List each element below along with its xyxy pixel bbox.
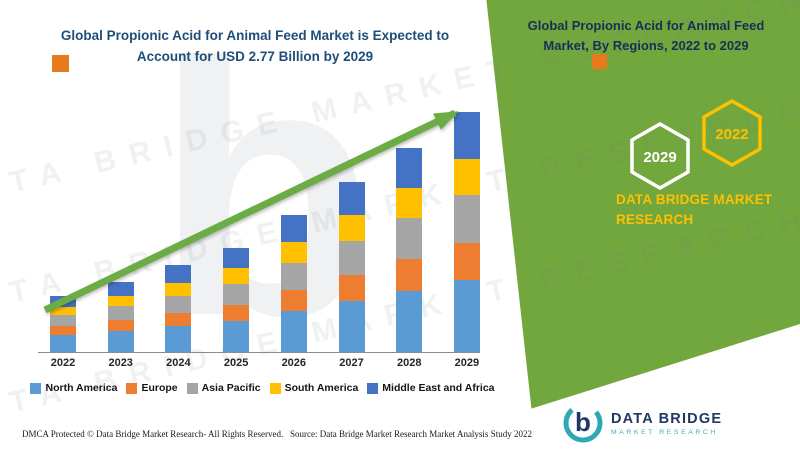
- bar-2027: [338, 182, 365, 352]
- logo-tagline: MARKET RESEARCH: [611, 428, 718, 436]
- bar-segment: [280, 242, 307, 263]
- bar-2023: [107, 282, 134, 352]
- bar-segment: [165, 313, 192, 326]
- bar-segment: [396, 148, 423, 188]
- dmca-text: DMCA Protected © Data Bridge Market Rese…: [22, 429, 284, 439]
- watermark-logo-icon: b: [155, 0, 375, 391]
- logo-name: DATA BRIDGE: [611, 410, 723, 427]
- bar-segment: [396, 291, 423, 352]
- legend-label: South America: [284, 382, 359, 394]
- bar-segment: [338, 301, 365, 352]
- x-axis-label: 2024: [166, 357, 191, 369]
- x-axis-label: 2023: [108, 357, 133, 369]
- bar-segment: [280, 290, 307, 311]
- chart-legend: North America Europe Asia Pacific South Ame…: [10, 382, 515, 394]
- panel-brand-text: DATA BRIDGE MARKET RESEARCH: [616, 192, 773, 228]
- legend-label: Middle East and Africa: [382, 382, 495, 394]
- databridge-logo: b DATA BRIDGE MARKET RESEARCH: [562, 402, 722, 444]
- legend-label: Europe: [141, 382, 178, 394]
- bar-segment: [338, 182, 365, 215]
- legend-swatch: [367, 382, 379, 394]
- trend-arrow-icon: [43, 109, 459, 314]
- bar-segment: [50, 335, 76, 352]
- x-axis-label: 2022: [50, 357, 76, 369]
- bar-segment: [280, 263, 307, 290]
- logo-text: DATA BRIDGE MARKET RESEARCH: [611, 411, 722, 436]
- bar-segment: [165, 326, 192, 352]
- bar-segment: [396, 259, 423, 291]
- bar-segment: [453, 159, 480, 195]
- bar-segment: [223, 268, 250, 284]
- bar-segment: [107, 331, 134, 352]
- hexagon-2022: 2022: [702, 98, 762, 168]
- bar-2028: [396, 148, 423, 352]
- page-title: Global Propionic Acid for Animal Feed Ma…: [60, 28, 450, 64]
- bar-segment: [223, 305, 250, 321]
- bar-segment: [107, 296, 134, 306]
- hexagon-2029: 2029: [630, 121, 690, 191]
- decor-square-orange: [52, 55, 69, 72]
- legend-swatch: [269, 382, 281, 394]
- bar-segment: [223, 284, 250, 305]
- legend-label: Asia Pacific: [201, 382, 261, 394]
- legend-swatch: [126, 382, 138, 394]
- bar-segment: [453, 195, 480, 243]
- bar-segment: [50, 307, 76, 315]
- bar-segment: [165, 283, 192, 296]
- x-axis-label: 2028: [396, 357, 422, 369]
- bar-segment: [107, 320, 134, 331]
- legend-item: North America: [30, 382, 117, 394]
- bar-segment: [107, 306, 134, 320]
- bar-2025: [223, 248, 250, 352]
- legend-item: South America: [269, 382, 359, 394]
- legend-label: North America: [45, 382, 118, 394]
- bar-segment: [280, 311, 307, 352]
- bar-segment: [396, 218, 423, 259]
- bar-segment: [280, 215, 307, 242]
- bar-segment: [338, 215, 365, 241]
- x-axis-label: 2029: [454, 357, 480, 369]
- hexagon-2029-label: 2029: [643, 149, 676, 166]
- legend-swatch: [186, 382, 198, 394]
- bar-segment: [50, 315, 76, 326]
- bar-2024: [165, 265, 192, 352]
- decor-square-orange: [592, 54, 607, 69]
- bar-segment: [165, 265, 192, 283]
- legend-item: Asia Pacific: [186, 382, 261, 394]
- logo-mark-icon: b: [563, 403, 603, 443]
- bar-segment: [396, 188, 423, 218]
- bar-segment: [165, 296, 192, 313]
- bar-segment: [50, 326, 76, 335]
- hexagon-2022-label: 2022: [715, 126, 748, 143]
- panel-title: Global Propionic Acid for Animal Feed Ma…: [527, 18, 765, 54]
- bar-segment: [223, 321, 250, 352]
- bar-segment: [338, 241, 365, 275]
- bar-segment: [223, 248, 250, 268]
- legend-item: Europe: [126, 382, 178, 394]
- bar-segment: [453, 280, 480, 352]
- x-axis-line: [38, 352, 480, 353]
- source-text: Source: Data Bridge Market Research Mark…: [290, 429, 532, 439]
- hexagon-badges: 2029 2022: [630, 98, 762, 191]
- bar-segment: [453, 243, 480, 280]
- x-axis-labels: 2022 2023 2024 2025 2026 2027 2028 2029: [50, 357, 480, 369]
- x-axis-label: 2025: [223, 357, 249, 369]
- bar-segment: [107, 282, 134, 296]
- legend-swatch: [30, 382, 42, 394]
- x-axis-label: 2026: [281, 357, 307, 369]
- svg-text:b: b: [575, 407, 591, 437]
- x-axis-label: 2027: [339, 357, 364, 369]
- bar-segment: [338, 275, 365, 301]
- legend-item: Middle East and Africa: [367, 382, 495, 394]
- bar-2026: [280, 215, 307, 352]
